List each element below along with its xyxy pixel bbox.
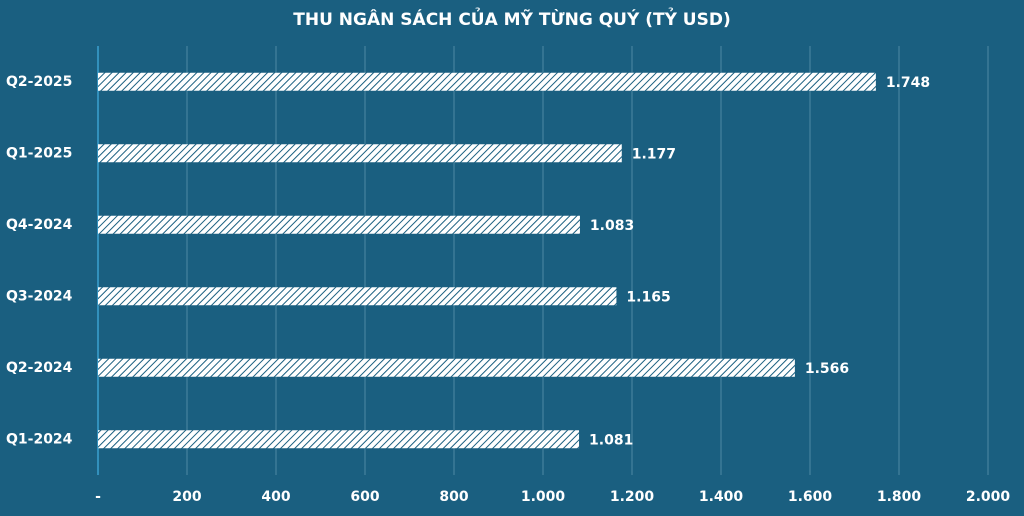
bar: [98, 430, 580, 449]
data-label: 1.165: [626, 289, 670, 305]
bar: [98, 215, 580, 234]
y-tick-label: Q2-2024: [6, 360, 73, 376]
x-tick-label: -: [95, 489, 101, 505]
y-tick-label: Q1-2024: [6, 431, 73, 447]
bar: [98, 144, 622, 163]
y-tick-label: Q1-2025: [6, 145, 72, 161]
bar: [98, 287, 617, 306]
chart-title: THU NGÂN SÁCH CỦA MỸ TỪNG QUÝ (TỶ USD): [293, 6, 730, 30]
x-tick-label: 1.400: [699, 489, 744, 505]
x-tick-label: 1.600: [788, 489, 833, 505]
y-tick-label: Q2-2025: [6, 74, 72, 90]
bar: [98, 358, 795, 377]
x-tick-label: 2.000: [966, 489, 1011, 505]
bar: [98, 72, 876, 91]
data-label: 1.081: [589, 432, 633, 448]
x-tick-label: 400: [261, 489, 290, 505]
x-tick-label: 1.200: [610, 489, 655, 505]
data-label: 1.748: [886, 75, 930, 91]
y-tick-label: Q3-2024: [6, 288, 73, 304]
x-tick-label: 1.800: [877, 489, 922, 505]
data-label: 1.177: [632, 146, 676, 162]
data-label: 1.083: [590, 218, 634, 234]
y-tick-label: Q4-2024: [6, 217, 73, 233]
x-tick-label: 800: [439, 489, 468, 505]
x-tick-label: 1.000: [521, 489, 566, 505]
data-label: 1.566: [805, 361, 849, 377]
x-tick-label: 600: [350, 489, 379, 505]
x-tick-label: 200: [172, 489, 201, 505]
